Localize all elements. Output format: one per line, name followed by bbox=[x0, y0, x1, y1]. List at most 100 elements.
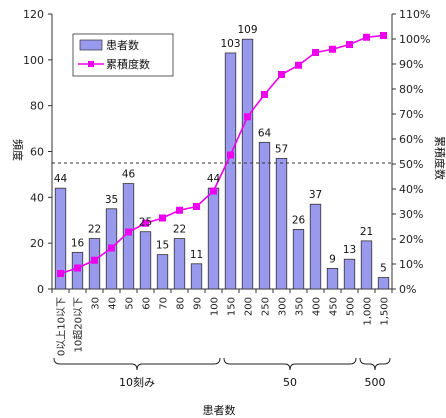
y-tick-label: 120 bbox=[23, 8, 44, 21]
cumulative-point bbox=[142, 219, 149, 227]
x-tick-label: 80 bbox=[176, 297, 187, 310]
cumulative-point bbox=[329, 45, 336, 53]
cumulative-point bbox=[57, 270, 64, 277]
y-right-tick-label: 70% bbox=[399, 108, 423, 121]
bar bbox=[258, 141, 271, 290]
x-tick-label: 250 bbox=[261, 297, 272, 316]
bar-value-label: 44 bbox=[207, 173, 221, 185]
cumulative-point bbox=[176, 206, 183, 214]
legend-bar-swatch bbox=[79, 39, 103, 51]
y-tick-label: 100 bbox=[23, 54, 44, 67]
bar bbox=[190, 263, 203, 290]
group-label: 500 bbox=[365, 376, 386, 389]
y-right-tick-label: 20% bbox=[399, 233, 423, 246]
x-tick-label: 150 bbox=[227, 297, 238, 316]
bar-value-label: 57 bbox=[275, 143, 288, 155]
bar bbox=[241, 38, 254, 290]
bar-value-label: 46 bbox=[122, 169, 136, 181]
group-brace bbox=[223, 357, 357, 371]
group-brace bbox=[359, 357, 391, 371]
x-tick-label: 1,000 bbox=[363, 297, 374, 326]
y-axis-title: 頻度 bbox=[11, 139, 25, 161]
y-right-tick-label: 40% bbox=[399, 183, 423, 196]
x-tick-label: 100 bbox=[210, 297, 221, 316]
bar-value-label: 37 bbox=[309, 189, 322, 201]
x-tick-label: 30 bbox=[91, 297, 102, 310]
bar bbox=[360, 240, 373, 290]
y-tick-label: 60 bbox=[30, 146, 44, 159]
y-right-tick-label: 80% bbox=[399, 83, 423, 96]
group-label: 10刻み bbox=[119, 375, 155, 389]
bar-value-label: 16 bbox=[71, 237, 85, 249]
legend-bar-label: 患者数 bbox=[106, 39, 139, 52]
x-tick-label: 400 bbox=[312, 297, 323, 316]
bar bbox=[224, 52, 237, 290]
legend-line-marker bbox=[88, 61, 94, 67]
bar-value-label: 22 bbox=[88, 224, 101, 236]
group-label: 50 bbox=[283, 376, 297, 389]
cumulative-point bbox=[210, 187, 217, 195]
axes: 0 20 40 60 80 100 120 0% 10% 20% 30% 40% 50% 60% 70% 80… bbox=[23, 8, 430, 296]
bar bbox=[88, 238, 101, 290]
bar-value-label: 35 bbox=[105, 194, 118, 206]
x-tick-label: 60 bbox=[142, 297, 153, 310]
y-right-tick-label: 100% bbox=[399, 33, 430, 46]
x-tick-label: 10超20以下 bbox=[72, 297, 85, 352]
x-groups: 10刻み 50 500 bbox=[53, 357, 391, 389]
cumulative-point bbox=[193, 203, 200, 210]
x-tick-label: 500 bbox=[346, 297, 357, 316]
bar-value-label: 26 bbox=[292, 214, 306, 226]
x-tick-label: 300 bbox=[278, 297, 289, 316]
x-tick-label: 90 bbox=[193, 297, 204, 310]
bar-value-label: 44 bbox=[54, 173, 68, 185]
y-right-tick-label: 110% bbox=[399, 8, 430, 21]
cumulative-point bbox=[244, 113, 251, 121]
bar-value-label: 21 bbox=[360, 226, 373, 238]
cumulative-point bbox=[363, 33, 370, 41]
bar-value-label: 103 bbox=[220, 38, 240, 50]
bar bbox=[292, 229, 305, 290]
cumulative-point bbox=[227, 151, 234, 159]
x-category-labels: 0以上10以下 10超20以下 30 40 50 60 70 80 90 100 150 200 250… bbox=[56, 297, 391, 356]
bar-value-label: 25 bbox=[139, 217, 152, 229]
cumulative-point bbox=[380, 32, 387, 39]
legend: 患者数 累積度数 bbox=[72, 33, 174, 77]
x-axis-title: 患者数 bbox=[203, 404, 236, 417]
cumulative-point bbox=[108, 244, 115, 252]
y-right-tick-label: 30% bbox=[399, 208, 423, 221]
x-tick-label: 50 bbox=[125, 297, 136, 310]
bar-value-label: 11 bbox=[190, 249, 203, 261]
cumulative-point bbox=[91, 256, 98, 264]
cumulative-point bbox=[295, 61, 302, 69]
bar bbox=[377, 277, 390, 290]
x-tick-label: 450 bbox=[329, 297, 340, 316]
x-tick-label: 350 bbox=[295, 297, 306, 316]
y-right-tick-label: 50% bbox=[399, 158, 423, 171]
bar bbox=[343, 258, 356, 290]
bar bbox=[54, 187, 67, 290]
y-tick-label: 40 bbox=[30, 191, 44, 204]
x-tick-label: 40 bbox=[108, 297, 119, 310]
cumulative-point bbox=[346, 41, 353, 48]
bar-value-label: 22 bbox=[173, 224, 186, 236]
bar bbox=[207, 187, 220, 290]
cumulative-point bbox=[312, 49, 319, 56]
x-tick-label: 1,500 bbox=[380, 297, 391, 326]
bar-value-label: 64 bbox=[258, 127, 272, 139]
bar bbox=[139, 231, 152, 290]
cumulative-point bbox=[125, 228, 132, 236]
y-right-tick-label: 0% bbox=[399, 283, 416, 296]
group-brace bbox=[53, 357, 221, 371]
bar bbox=[275, 157, 288, 290]
bar-value-label: 15 bbox=[156, 240, 169, 252]
bar bbox=[309, 203, 322, 290]
y-right-tick-label: 90% bbox=[399, 58, 423, 71]
y-right-tick-label: 10% bbox=[399, 258, 423, 271]
x-tick-label: 70 bbox=[159, 297, 170, 310]
cumulative-line bbox=[57, 32, 387, 277]
x-tick-label: 0以上10以下 bbox=[56, 297, 68, 356]
y-right-tick-label: 60% bbox=[399, 133, 423, 146]
bar-value-label: 9 bbox=[329, 253, 336, 265]
